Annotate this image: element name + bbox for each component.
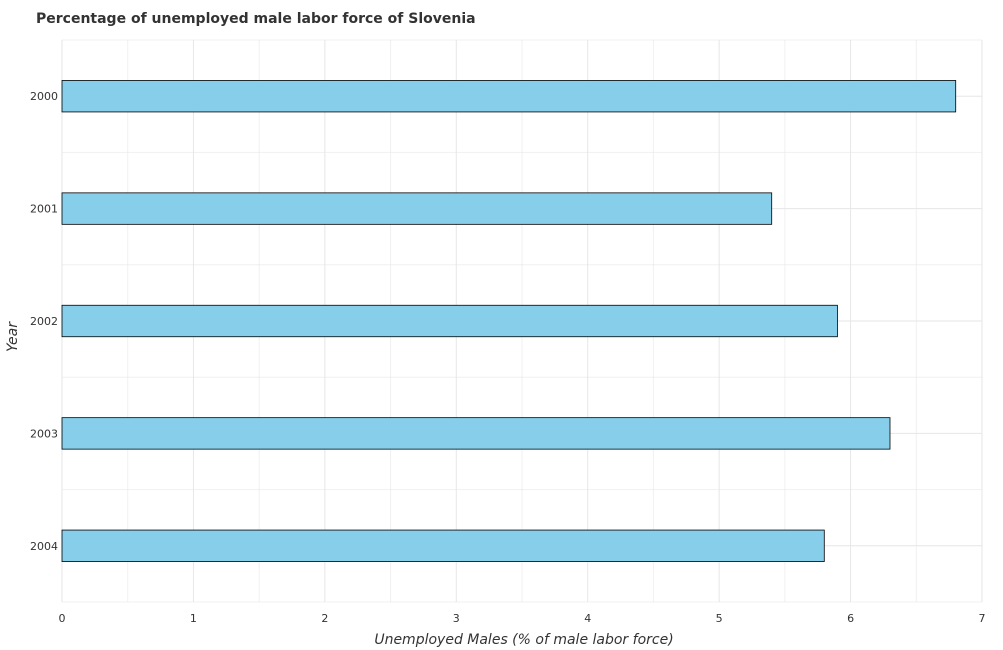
bar-2001 xyxy=(61,192,773,225)
x-tick-label: 6 xyxy=(847,612,854,625)
bar-2003 xyxy=(61,417,891,450)
y-axis-label: Year xyxy=(5,321,21,352)
y-tick-label: 2000 xyxy=(30,90,58,103)
y-tick-label: 2001 xyxy=(30,203,58,216)
bar-2004 xyxy=(61,529,825,562)
x-tick-label: 4 xyxy=(584,612,591,625)
y-tick-label: 2002 xyxy=(30,315,58,328)
bars xyxy=(61,80,957,562)
y-tick-label: 2004 xyxy=(30,540,58,553)
chart-title: Percentage of unemployed male labor forc… xyxy=(36,11,476,27)
x-tick-label: 2 xyxy=(321,612,328,625)
x-axis-ticks: 0 1 2 3 4 5 6 7 xyxy=(59,612,986,625)
bar-2002 xyxy=(61,304,838,338)
y-tick-label: 2003 xyxy=(30,427,58,440)
x-axis-label: Unemployed Males (% of male labor force) xyxy=(374,632,673,648)
bar-2000 xyxy=(61,80,957,113)
x-tick-label: 0 xyxy=(59,612,66,625)
x-tick-label: 1 xyxy=(190,612,197,625)
x-tick-label: 7 xyxy=(979,612,986,625)
y-axis-ticks: 2000 2001 2002 2003 2004 xyxy=(30,90,58,553)
x-tick-label: 5 xyxy=(716,612,723,625)
x-tick-label: 3 xyxy=(453,612,460,625)
